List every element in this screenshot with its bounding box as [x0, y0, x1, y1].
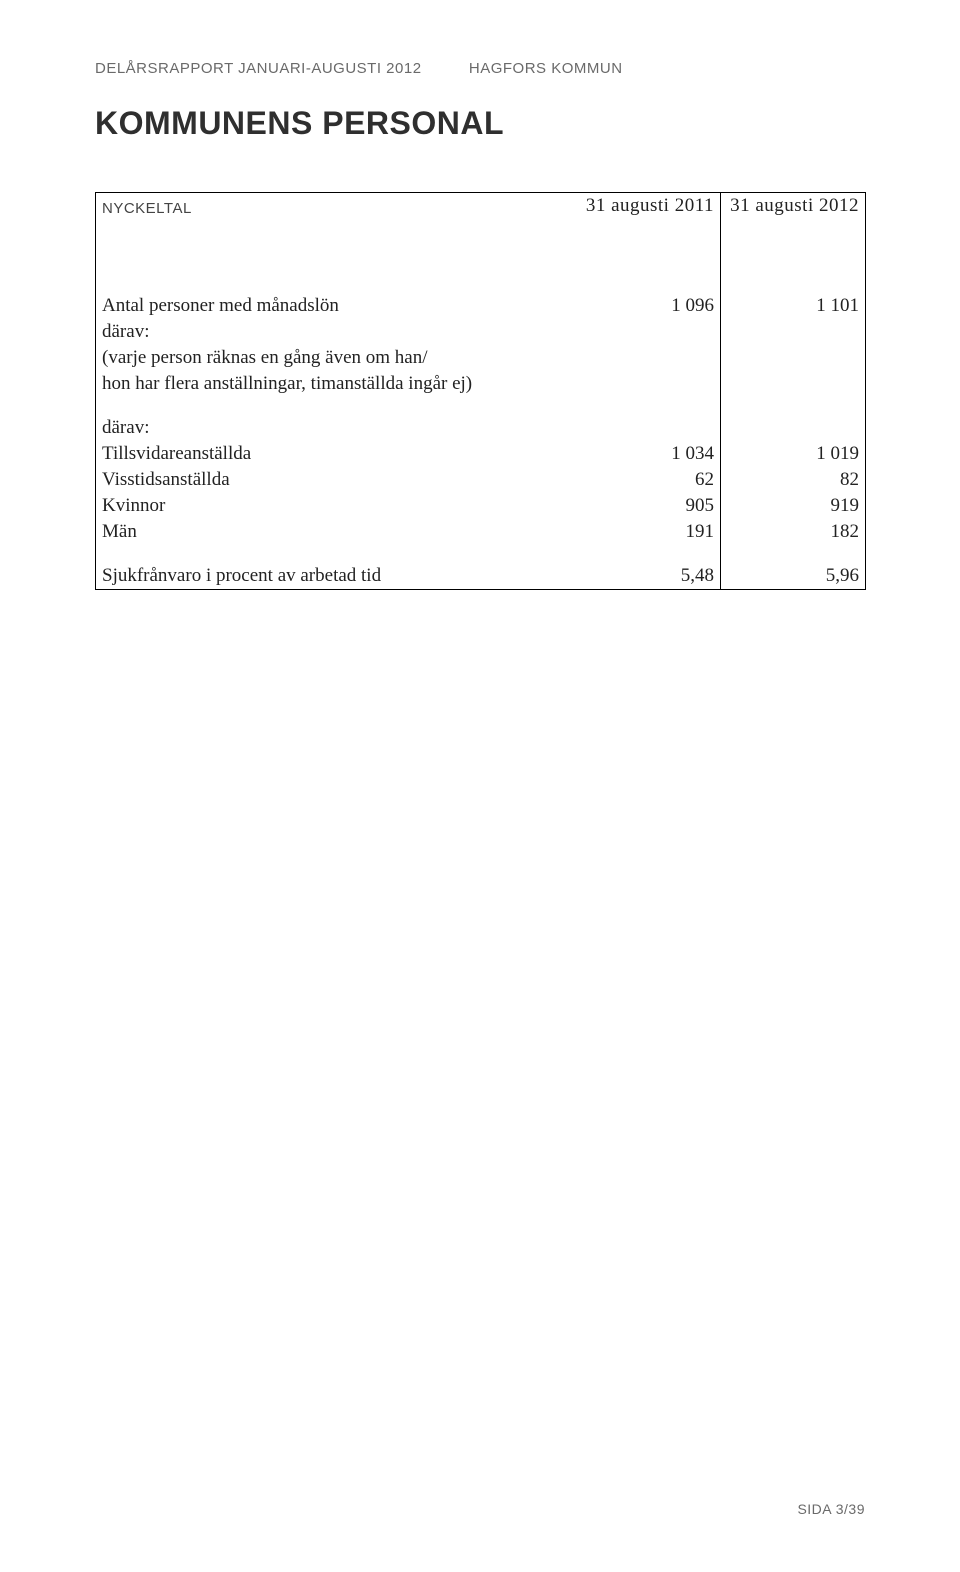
row-val-a: 1 096: [576, 293, 721, 319]
table-row: därav:: [96, 415, 866, 441]
table-row: Män 191 182: [96, 519, 866, 545]
row-val-a: 5,48: [576, 563, 721, 590]
table-row: därav:: [96, 319, 866, 345]
row-label: Sjukfrånvaro i procent av arbetad tid: [96, 563, 576, 590]
row-val-b: 82: [721, 467, 866, 493]
row-val-b: 1 019: [721, 441, 866, 467]
page-header: DELÅRSRAPPORT JANUARI-AUGUSTI 2012 HAGFO…: [95, 60, 865, 77]
row-val-a: 1 034: [576, 441, 721, 467]
row-label: Kvinnor: [96, 493, 576, 519]
row-label: Antal personer med månadslön: [96, 293, 576, 319]
table-header-col-a: 31 augusti 2011: [576, 193, 721, 220]
table-row: (varje person räknas en gång även om han…: [96, 345, 866, 371]
row-val-b: 182: [721, 519, 866, 545]
row-label: därav:: [96, 415, 576, 441]
row-val-a: 905: [576, 493, 721, 519]
table-row: Kvinnor 905 919: [96, 493, 866, 519]
row-val-b: 919: [721, 493, 866, 519]
table-header-col-b: 31 augusti 2012: [721, 193, 866, 220]
table-row: Visstidsanställda 62 82: [96, 467, 866, 493]
row-val-b: 5,96: [721, 563, 866, 590]
table-row: Sjukfrånvaro i procent av arbetad tid 5,…: [96, 563, 866, 590]
page-footer: SIDA 3/39: [797, 1501, 865, 1517]
table-row: Antal personer med månadslön 1 096 1 101: [96, 293, 866, 319]
table-row: Tillsvidareanställda 1 034 1 019: [96, 441, 866, 467]
row-label: Visstidsanställda: [96, 467, 576, 493]
row-val-a: 62: [576, 467, 721, 493]
row-val-b: 1 101: [721, 293, 866, 319]
row-label: därav:: [96, 319, 576, 345]
nyckeltal-table: NYCKELTAL 31 augusti 2011 31 augusti 201…: [95, 192, 866, 590]
table-row: hon har flera anställningar, timanställd…: [96, 371, 866, 397]
row-label: Tillsvidareanställda: [96, 441, 576, 467]
table-header-label: NYCKELTAL: [96, 193, 576, 220]
row-label: (varje person räknas en gång även om han…: [96, 345, 576, 371]
row-val-a: 191: [576, 519, 721, 545]
row-label: Män: [96, 519, 576, 545]
header-left: DELÅRSRAPPORT JANUARI-AUGUSTI 2012: [95, 60, 422, 77]
page-title: KOMMUNENS PERSONAL: [95, 105, 865, 142]
row-label: hon har flera anställningar, timanställd…: [96, 371, 576, 397]
header-right: HAGFORS KOMMUN: [469, 60, 623, 77]
